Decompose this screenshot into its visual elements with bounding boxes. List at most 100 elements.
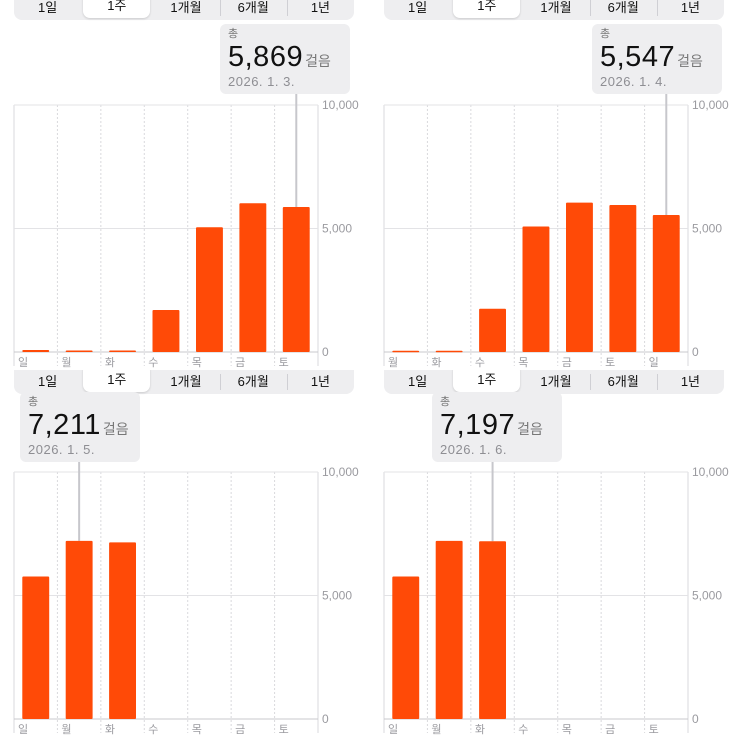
x-tick-label: 목 [192,356,202,369]
chart-panel-3: 1일 1주 1개월 6개월 1년 10,000 5,000 0 일 월 화 수 목 금 토 총 7,211 걸음 2… [0,370,370,740]
x-tick-label: 일 [649,355,659,369]
bar-4[interactable] [196,227,223,352]
y-tick-label: 5,000 [692,589,722,603]
chart-panel-2: 1일 1주 1개월 6개월 1년 10,000 5,000 0 월 화 수 목 금 토 일 총 5,547 걸음 2… [370,0,740,370]
segment-option-1[interactable]: 1주 [453,0,521,18]
segment-option-4[interactable]: 1년 [656,370,724,394]
segment-option-3[interactable]: 6개월 [589,0,657,20]
segment-option-4[interactable]: 1년 [286,370,354,394]
total-callout: 총 5,547 걸음 2026. 1. 4. [592,24,722,94]
bar-1[interactable] [65,540,93,719]
bar-3[interactable] [152,310,180,352]
period-segmented-control[interactable]: 1일 1주 1개월 6개월 1년 [384,0,724,20]
segment-option-3[interactable]: 6개월 [219,370,287,394]
bar-2[interactable] [479,541,506,719]
total-callout: 총 7,197 걸음 2026. 1. 6. [432,392,562,462]
segment-option-0[interactable]: 1일 [408,0,428,15]
bar-5[interactable] [609,205,637,352]
bar-1[interactable] [435,540,463,719]
y-tick-label: 10,000 [322,98,359,112]
bar-5[interactable] [239,203,267,352]
x-tick-label: 월 [388,356,398,369]
bar-0[interactable] [22,350,50,352]
segment-option-3[interactable]: 6개월 [589,370,657,394]
x-tick-label: 토 [649,723,659,736]
bar-6[interactable] [652,215,680,352]
total-steps-value: 5,869 [228,41,304,73]
x-tick-label: 월 [61,723,71,736]
y-tick-label: 10,000 [322,465,359,479]
x-tick-label: 월 [61,356,71,369]
chart-panel-1: 1일 1주 1개월 6개월 1년 10,000 5,000 0 일 월 화 수 목 금 토 총 5,869 걸음 2… [0,0,370,370]
bar-4[interactable] [566,202,593,352]
x-tick-label: 목 [518,356,528,369]
x-tick-label: 화 [475,723,485,736]
y-tick-label: 10,000 [692,465,729,479]
segment-option-0[interactable]: 1일 [408,374,428,389]
x-tick-label: 일 [18,355,28,369]
steps-unit: 걸음 [102,421,129,437]
bar-0[interactable] [392,350,420,353]
segment-option-0[interactable]: 1일 [38,374,58,389]
x-tick-label: 수 [148,723,158,736]
segment-option-4[interactable]: 1년 [656,0,724,20]
segment-option-2[interactable]: 1개월 [540,374,572,389]
segment-option-2[interactable]: 1개월 [540,0,572,15]
steps-bar-chart: 10,000 5,000 0 월 화 수 목 금 토 일 [383,94,729,369]
x-tick-label: 수 [148,356,158,369]
steps-unit: 걸음 [305,53,331,69]
bar-2[interactable] [109,542,136,719]
x-tick-label: 목 [192,723,202,736]
x-tick-label: 금 [235,356,245,369]
period-segmented-control[interactable]: 1일 1주 1개월 6개월 1년 [14,0,354,20]
segment-option-1[interactable]: 1주 [453,370,521,392]
segment-option-2[interactable]: 1개월 [170,374,202,389]
y-tick-label: 10,000 [692,98,729,112]
x-tick-label: 토 [605,356,615,369]
callout-label: 총 [28,396,39,408]
segment-option-0[interactable]: 1일 [38,0,58,15]
total-steps-value: 5,547 [600,41,676,73]
bar-2[interactable] [109,350,136,353]
steps-bar-chart: 10,000 5,000 0 일 월 화 수 목 금 토 [13,462,359,736]
segment-option-4[interactable]: 1년 [286,0,354,20]
bar-6[interactable] [282,207,310,352]
y-tick-label: 0 [692,345,699,359]
y-tick-label: 5,000 [322,589,352,603]
callout-label: 총 [600,28,611,40]
x-tick-label: 금 [562,356,572,369]
x-tick-label: 화 [105,723,115,736]
segment-option-3[interactable]: 6개월 [219,0,287,20]
total-callout: 총 7,211 걸음 2026. 1. 5. [20,392,140,462]
total-steps-value: 7,197 [440,409,516,441]
period-segmented-control[interactable]: 1일 1주 1개월 6개월 1년 [384,370,724,394]
y-tick-label: 5,000 [322,222,352,236]
bar-0[interactable] [392,576,420,720]
segment-option-1[interactable]: 1주 [83,370,151,392]
bar-1[interactable] [65,350,93,353]
bar-3[interactable] [522,226,550,353]
y-tick-label: 0 [322,345,329,359]
bar-2[interactable] [479,308,506,352]
x-tick-label: 토 [279,356,289,369]
segment-option-2[interactable]: 1개월 [170,0,202,15]
x-tick-label: 화 [431,356,441,369]
bar-1[interactable] [435,350,463,353]
bar-0[interactable] [22,576,50,720]
x-tick-label: 일 [388,722,398,736]
callout-date: 2026. 1. 6. [440,442,507,457]
x-tick-label: 수 [475,356,485,369]
segment-option-1[interactable]: 1주 [83,0,151,18]
total-steps-value: 7,211 [28,409,101,441]
steps-unit: 걸음 [517,421,543,437]
x-tick-label: 금 [235,723,245,736]
steps-unit: 걸음 [677,53,703,69]
callout-date: 2026. 1. 4. [600,74,667,89]
x-tick-label: 토 [279,723,289,736]
x-tick-label: 일 [18,722,28,736]
period-segmented-control[interactable]: 1일 1주 1개월 6개월 1년 [14,370,354,394]
x-tick-label: 금 [605,723,615,736]
x-tick-label: 화 [105,356,115,369]
callout-date: 2026. 1. 3. [228,74,295,89]
steps-bar-chart: 10,000 5,000 0 일 월 화 수 목 금 토 [13,94,359,369]
